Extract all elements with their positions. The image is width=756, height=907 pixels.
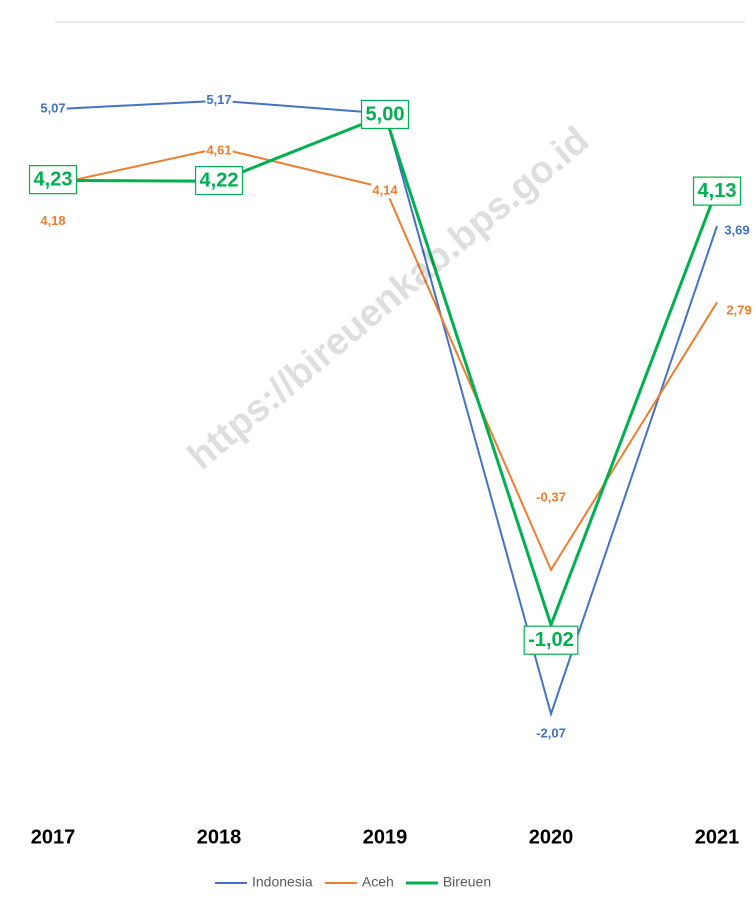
series-line (52, 147, 718, 573)
data-label: 2,79 (726, 303, 751, 318)
data-label: -2,07 (536, 725, 566, 740)
data-label: -1,02 (528, 629, 574, 651)
data-label-bg (371, 181, 400, 199)
data-label-bg (723, 221, 751, 239)
legend-label: Indonesia (252, 874, 313, 890)
x-tick-label: 2018 (197, 826, 242, 848)
data-label-bg (205, 91, 233, 109)
data-label-box (28, 165, 78, 195)
data-label-bg (535, 488, 567, 506)
data-label: 5,07 (40, 101, 65, 116)
data-label-bg (535, 724, 567, 742)
data-label: 4,23 (34, 169, 73, 191)
data-label-bg (39, 99, 67, 117)
data-label: 5,00 (366, 103, 405, 125)
data-label: 5,17 (206, 92, 231, 107)
x-tick-label: 2020 (529, 826, 574, 848)
data-label-box (523, 625, 579, 655)
data-label: 4,13 (698, 180, 737, 202)
x-tick-label: 2019 (363, 826, 408, 848)
data-label-bg (725, 301, 753, 319)
data-label: -0,37 (536, 489, 566, 504)
legend-label: Bireuen (443, 874, 491, 890)
data-label-bg (39, 212, 67, 230)
data-label-box (692, 176, 742, 206)
x-tick-label: 2017 (31, 826, 76, 848)
data-label: 4,61 (206, 143, 231, 158)
data-label: 4,14 (372, 182, 398, 197)
data-label: 3,69 (724, 223, 749, 238)
data-label-bg (205, 141, 233, 159)
data-label-box (360, 99, 410, 130)
x-tick-label: 2021 (695, 826, 740, 848)
data-label: 4,18 (40, 213, 65, 228)
legend-label: Aceh (362, 874, 394, 890)
data-label: 4,22 (200, 169, 239, 191)
data-label-box (194, 165, 244, 196)
